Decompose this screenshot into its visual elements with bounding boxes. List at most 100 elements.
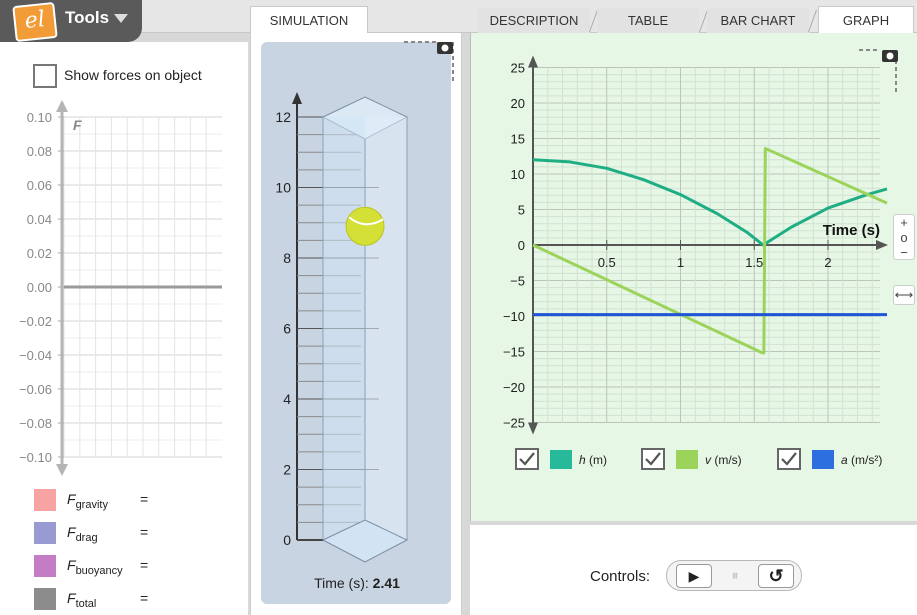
- ruler-tick-label: 12: [275, 109, 291, 125]
- y-tick-label: −0.10: [19, 450, 52, 465]
- motion-graph: 25 20 15 10 5 0 −5 −10 −15 −20 −25 0.5 1 1.5 2 Time (s): [470, 33, 917, 443]
- force-graph: 0.10 0.08 0.06 0.04 0.02 0.00 −0.02 −0.04 −0.06 −…: [0, 100, 248, 480]
- y-tick-label: −0.04: [19, 348, 52, 363]
- drop-tube: 12 10 8 6 4 2 0: [261, 42, 451, 602]
- ruler-tick-label: 8: [283, 250, 291, 266]
- app-logo: el: [12, 2, 58, 42]
- axis-arrow: [56, 464, 68, 476]
- force-swatch: [34, 522, 56, 544]
- y-tick-label: 0.10: [27, 110, 52, 125]
- play-button[interactable]: ▶: [676, 564, 712, 588]
- force-subscript: drag: [76, 532, 98, 544]
- check-icon: [779, 450, 799, 468]
- force-swatch: [34, 588, 56, 610]
- y-axis-arrow: [528, 423, 538, 435]
- acceleration-legend-label: a (m/s²): [841, 453, 882, 467]
- controls-label: Controls:: [590, 568, 650, 585]
- time-label: Time (s):: [314, 575, 373, 591]
- pause-button[interactable]: ⏸: [720, 564, 750, 588]
- ruler-tick-label: 2: [283, 462, 291, 478]
- height-swatch: [550, 450, 572, 469]
- y-tick-label: −15: [503, 345, 525, 360]
- force-symbol: F: [67, 557, 76, 573]
- force-value: =: [140, 557, 148, 573]
- y-tick-label: 25: [511, 61, 525, 76]
- legend-variable: a: [841, 453, 848, 467]
- fit-to-view-button[interactable]: ⟷: [893, 285, 915, 305]
- y-tick-label: −10: [503, 309, 525, 324]
- y-tick-label: 0.08: [27, 144, 52, 159]
- y-tick-label: −0.08: [19, 416, 52, 431]
- y-tick-label: −5: [510, 274, 525, 289]
- tab-separator: [808, 10, 817, 32]
- tab-graph[interactable]: GRAPH: [818, 6, 914, 34]
- zoom-out-button[interactable]: −: [894, 245, 914, 260]
- acceleration-checkbox[interactable]: [777, 448, 801, 470]
- force-label-gravity: Fgravity: [67, 491, 108, 511]
- ruler-tick-label: 4: [283, 391, 291, 407]
- force-symbol: F: [67, 590, 76, 606]
- tab-simulation[interactable]: SIMULATION: [250, 6, 368, 34]
- tab-bar-chart[interactable]: BAR CHART: [707, 8, 809, 33]
- x-tick-label: 2: [824, 255, 831, 270]
- y-tick-label: 0.06: [27, 178, 52, 193]
- y-tick-label: 5: [518, 203, 525, 218]
- reset-button[interactable]: ↺: [758, 564, 794, 588]
- force-subscript: gravity: [76, 499, 108, 511]
- legend-unit: (m): [586, 453, 607, 467]
- check-icon: [643, 450, 663, 468]
- force-swatch: [34, 489, 56, 511]
- legend-unit: (m/s): [711, 453, 742, 467]
- ruler-tick-label: 6: [283, 321, 291, 337]
- tools-label[interactable]: Tools: [65, 8, 109, 28]
- tab-description[interactable]: DESCRIPTION: [478, 8, 590, 33]
- force-subscript: total: [76, 598, 97, 610]
- velocity-swatch: [676, 450, 698, 469]
- y-tick-label: 0: [518, 238, 525, 253]
- force-swatch: [34, 555, 56, 577]
- zoom-in-button[interactable]: +: [894, 215, 914, 230]
- check-icon: [517, 450, 537, 468]
- acceleration-swatch: [812, 450, 834, 469]
- chevron-down-icon[interactable]: [114, 14, 128, 23]
- force-symbol: F: [67, 491, 76, 507]
- velocity-checkbox[interactable]: [641, 448, 665, 470]
- y-tick-label: 20: [511, 96, 525, 111]
- axis-arrow: [56, 100, 68, 112]
- y-tick-label: −20: [503, 380, 525, 395]
- y-tick-label: 0.04: [27, 212, 52, 227]
- zoom-controls: + o −: [893, 214, 915, 260]
- show-forces-checkbox[interactable]: [33, 64, 57, 88]
- force-value: =: [140, 524, 148, 540]
- force-value: =: [140, 491, 148, 507]
- x-tick-label: 0.5: [598, 255, 616, 270]
- ruler-tick-label: 0: [283, 532, 291, 548]
- zoom-reset-button[interactable]: o: [894, 230, 914, 245]
- y-tick-label: 0.00: [27, 280, 52, 295]
- legend-variable: h: [579, 453, 586, 467]
- force-label-buoyancy: Fbuoyancy: [67, 557, 123, 577]
- y-tick-label: 10: [511, 167, 525, 182]
- time-value: 2.41: [373, 575, 400, 591]
- force-label-drag: Fdrag: [67, 524, 98, 544]
- x-tick-label: 1: [677, 255, 684, 270]
- tennis-ball: [346, 207, 384, 245]
- force-axis-label: F: [73, 117, 82, 133]
- force-label-total: Ftotal: [67, 590, 96, 610]
- glass-tube: [323, 97, 407, 562]
- y-tick-label: 0.02: [27, 246, 52, 261]
- y-tick-label: 15: [511, 132, 525, 147]
- height-checkbox[interactable]: [515, 448, 539, 470]
- y-tick-label: −25: [503, 416, 525, 431]
- x-tick-label: 1.5: [745, 255, 763, 270]
- y-tick-label: −0.06: [19, 382, 52, 397]
- force-symbol: F: [67, 524, 76, 540]
- x-axis-title: Time (s): [823, 222, 880, 239]
- show-forces-label: Show forces on object: [64, 67, 202, 83]
- x-axis-arrow: [876, 240, 888, 250]
- height-legend-label: h (m): [579, 453, 607, 467]
- time-readout: Time (s): 2.41: [262, 575, 452, 591]
- tab-table[interactable]: TABLE: [597, 8, 699, 33]
- y-tick-label: −0.02: [19, 314, 52, 329]
- ruler-tick-label: 10: [275, 180, 291, 196]
